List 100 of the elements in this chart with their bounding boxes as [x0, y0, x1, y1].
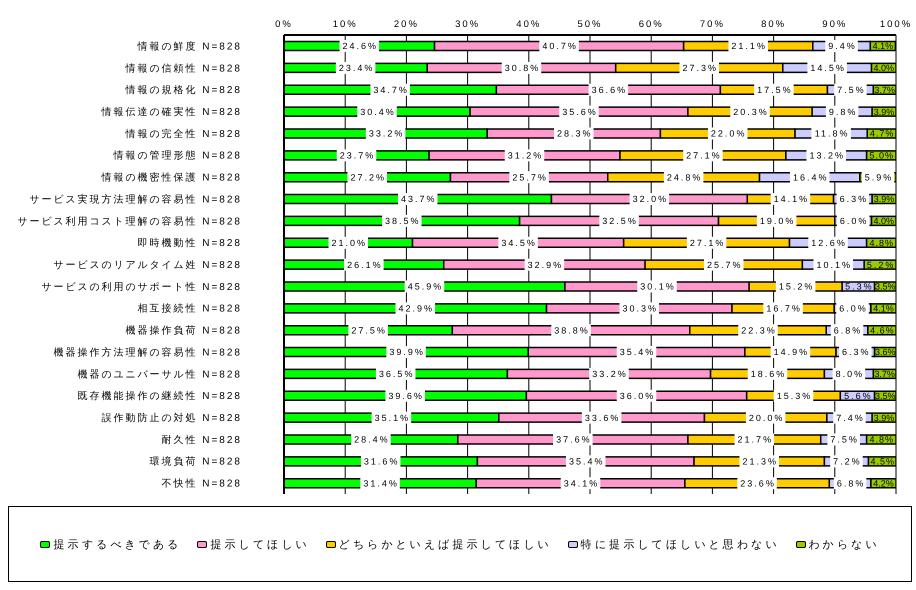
data-label: 38.8% [554, 325, 590, 336]
data-label: 21.7% [738, 434, 774, 445]
data-label: 17.5% [757, 84, 793, 95]
x-tick-label: 0% [275, 19, 293, 30]
data-label: 4.5% [870, 456, 895, 466]
data-label: 30.4% [360, 106, 396, 117]
x-tick-label: 70% [700, 19, 725, 30]
data-label: 11.8% [814, 128, 850, 139]
data-label: 22.0% [710, 128, 746, 139]
data-label: 34.5% [501, 238, 537, 248]
y-tick-label: サービスのリアルタイム姓 N=828 [53, 260, 242, 271]
data-label: 37.6% [556, 434, 592, 445]
y-tick-label: 即時機動性 N=828 [137, 237, 242, 250]
data-label: 34.1% [564, 478, 600, 488]
y-tick-label: 情報伝達の確実性 N=828 [100, 106, 242, 118]
data-label: 35.6% [562, 106, 598, 117]
data-label: 6.8% [836, 478, 866, 488]
data-label: 7.4% [836, 412, 865, 423]
data-label: 10.1% [816, 260, 852, 270]
data-label: 36.5% [378, 369, 414, 380]
data-label: 14.5% [810, 63, 846, 74]
data-label: 12.6% [811, 238, 847, 248]
legend-label: どちらかといえば提示してほしい [338, 538, 552, 552]
x-tick-label: 30% [455, 19, 480, 30]
y-tick-label: 誤作動防止の対処 N=828 [101, 412, 242, 424]
data-label: 7.2% [833, 456, 862, 466]
data-label: 32.0% [632, 194, 668, 204]
data-label: 31.6% [364, 456, 400, 466]
data-label: 24.6% [342, 41, 378, 52]
data-label: 23.7% [340, 150, 376, 160]
data-label: 35.4% [620, 347, 656, 358]
legend-label: 特に提示してほしいと思わない [580, 538, 780, 552]
y-tick-label: 機器のユニバーサル性 N=828 [77, 368, 242, 380]
data-label: 9.8% [828, 106, 858, 117]
y-tick-label: サービスの利用のサポート性 N=828 [41, 280, 242, 293]
data-label: 3.9% [874, 194, 894, 204]
data-label: 4.0% [874, 216, 894, 226]
data-label: 28.4% [354, 434, 390, 445]
y-tick-label: 不快性 N=828 [161, 478, 242, 490]
x-tick-label: 10% [332, 19, 358, 30]
y-tick-label: 既存機能操作の継続性 N=828 [77, 390, 242, 402]
data-label: 27.2% [350, 172, 386, 182]
data-label: 27.1% [686, 150, 722, 160]
data-label: 33.2% [592, 369, 628, 380]
data-label: 3.7% [874, 369, 895, 380]
data-label: 30.1% [640, 282, 676, 292]
x-tick-label: 60% [638, 19, 664, 30]
data-label: 21.0% [331, 238, 368, 248]
data-label: 42.9% [398, 303, 434, 314]
data-label: 3.9% [874, 106, 894, 117]
y-tick-label: 機器操作負荷 N=828 [125, 324, 242, 337]
data-label: 20.0% [748, 412, 784, 423]
data-label: 22.3% [741, 325, 777, 336]
data-label: 6.0% [839, 303, 868, 314]
y-tick-label: 情報の鮮度 N=828 [136, 40, 242, 52]
data-label: 21.1% [731, 41, 767, 52]
data-label: 39.6% [388, 390, 424, 401]
data-label: 5.3% [845, 282, 874, 292]
y-tick-label: 情報の信頼性 N=828 [124, 62, 242, 74]
data-label: 4.6% [870, 325, 895, 336]
data-label: 14.9% [774, 347, 810, 358]
data-label: 27.1% [690, 238, 726, 248]
data-label: 43.7% [400, 194, 436, 204]
y-tick-label: 情報の規格化 N=828 [124, 84, 242, 96]
data-label: 20.3% [733, 106, 769, 117]
data-label: 33.6% [584, 412, 620, 423]
data-label: 5.6% [844, 390, 873, 401]
y-tick-label: サービス利用コスト理解の容易性 N=828 [17, 215, 242, 228]
data-label: 32.9% [528, 260, 564, 270]
legend-label: 提示するべきである [52, 538, 182, 552]
y-tick-label: 環境負荷 N=828 [149, 456, 242, 468]
data-label: 27.5% [351, 325, 387, 336]
data-label: 5.0% [870, 150, 894, 160]
data-label: 4.8% [870, 434, 894, 445]
data-label: 23.6% [740, 478, 776, 488]
data-label: 3.7% [874, 84, 895, 95]
data-label: 4.2% [873, 478, 894, 488]
data-label: 15.3% [776, 390, 812, 401]
data-label: 23.4% [338, 63, 374, 74]
y-tick-label: サービス実現方法理解の容易性 N=828 [29, 193, 242, 206]
data-label: 18.6% [750, 369, 786, 380]
data-label: 25.7% [706, 260, 742, 270]
data-label: 36.6% [592, 84, 628, 95]
data-label: 35.4% [568, 456, 604, 466]
data-label: 38.5% [385, 216, 421, 226]
data-label: 40.7% [542, 41, 578, 52]
data-label: 21.3% [742, 456, 778, 466]
x-tick-label: 90% [822, 19, 848, 30]
data-label: 35.1% [374, 412, 410, 423]
legend-label: 提示してほしい [209, 538, 310, 552]
y-tick-label: 情報の管理形態 N=828 [112, 150, 242, 162]
data-label: 32.5% [602, 216, 638, 226]
data-label: 7.5% [830, 434, 859, 445]
data-label: 16.4% [792, 172, 828, 182]
data-label: 26.1% [347, 260, 383, 270]
data-label: 5.9% [864, 172, 894, 182]
data-label: 24.8% [666, 172, 702, 182]
legend-label: わからない [808, 538, 880, 552]
data-label: 31.4% [363, 478, 399, 488]
data-label: 4.1% [872, 41, 894, 52]
